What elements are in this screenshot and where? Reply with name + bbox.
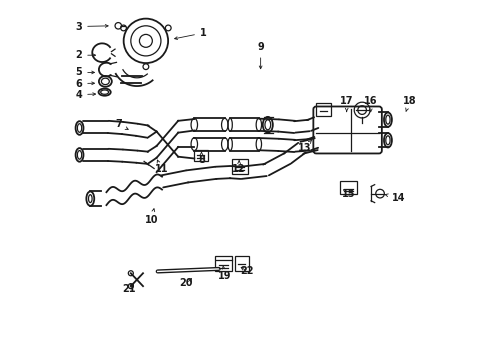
Text: 10: 10: [144, 209, 158, 225]
Text: 3: 3: [75, 22, 108, 32]
Text: 13: 13: [297, 140, 311, 153]
Text: 1: 1: [174, 28, 206, 40]
Text: 9: 9: [257, 42, 264, 69]
Text: 4: 4: [75, 90, 95, 100]
Text: 18: 18: [402, 96, 415, 112]
Text: 12: 12: [232, 161, 245, 174]
Text: 5: 5: [75, 67, 94, 77]
Text: 17: 17: [339, 96, 353, 112]
Text: 20: 20: [179, 278, 193, 288]
Text: 16: 16: [363, 96, 377, 112]
Text: 7: 7: [115, 120, 128, 129]
Text: 22: 22: [240, 266, 254, 276]
Text: 19: 19: [218, 266, 231, 281]
Text: 6: 6: [75, 78, 94, 89]
Text: 15: 15: [341, 189, 354, 199]
Text: 14: 14: [385, 193, 405, 203]
Text: 21: 21: [122, 284, 136, 294]
Text: 11: 11: [154, 160, 168, 174]
Text: 2: 2: [75, 50, 95, 60]
Text: 8: 8: [198, 152, 204, 165]
